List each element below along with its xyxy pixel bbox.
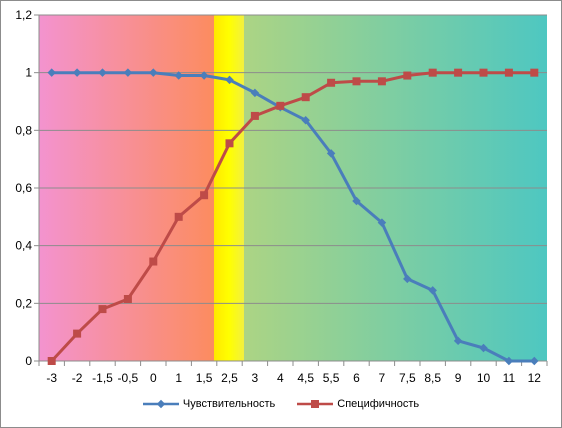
data-point-square	[403, 71, 412, 80]
series-group	[47, 68, 539, 366]
legend-label-sensitivity: Чувствительность	[182, 398, 276, 410]
data-point-square	[352, 77, 361, 86]
data-point-square	[123, 295, 132, 304]
x-tick-label: 8,5	[424, 371, 441, 385]
x-tick-label: 7	[379, 371, 386, 385]
data-point-diamond	[301, 115, 310, 125]
line-chart: 0 0,2 0,4 0,6 0,8 1 1,2 -3 -2 -1,5 -0,5 0 1 1,5 2,5 3 4…	[15, 8, 548, 385]
data-point-diamond	[504, 356, 514, 366]
series-line-0	[51, 71, 535, 363]
data-point-diamond	[199, 71, 209, 80]
legend-marker-diamond	[142, 399, 179, 409]
data-point-diamond	[149, 68, 158, 77]
axes	[38, 15, 548, 366]
x-tick-label: 4	[277, 371, 284, 385]
data-point-square	[428, 68, 437, 77]
x-tick-label: 11	[503, 371, 516, 385]
y-tick-label: 0	[25, 354, 32, 368]
data-point-diamond	[174, 71, 183, 80]
data-point-diamond	[250, 88, 260, 98]
legend-item-sensitivity: Чувствительность	[142, 398, 276, 410]
data-point-diamond	[530, 356, 539, 366]
data-point-diamond	[47, 68, 56, 77]
y-tick-label: 1,2	[15, 8, 32, 22]
data-point-square	[98, 305, 107, 314]
x-tick-labels: -3 -2 -1,5 -0,5 0 1 1,5 2,5 3 4 4,5 5,5 6 7 7,5 8,5 9 10 1…	[46, 371, 541, 385]
data-point-square	[250, 111, 259, 120]
data-point-diamond	[225, 75, 234, 85]
legend-label-specificity: Специфичность	[337, 398, 420, 410]
data-point-diamond	[377, 218, 387, 227]
data-point-diamond	[352, 196, 361, 206]
legend-item-specificity: Специфичность	[297, 398, 419, 410]
data-point-diamond	[72, 68, 82, 77]
data-point-diamond	[428, 286, 437, 295]
data-point-diamond	[326, 149, 336, 158]
y-tick-label: 1	[25, 66, 32, 80]
x-tick-label: 5,5	[323, 371, 340, 385]
x-tick-label: -1,5	[92, 371, 113, 385]
data-point-square	[301, 93, 310, 102]
y-tick-label: 0,8	[15, 123, 32, 137]
data-point-square	[225, 139, 234, 148]
data-point-square	[200, 191, 209, 200]
data-point-square	[530, 68, 539, 77]
legend-marker-square	[297, 400, 334, 408]
y-tick-label: 0,2	[15, 296, 32, 310]
data-point-square	[454, 68, 463, 77]
data-point-square	[377, 77, 386, 86]
y-tick-label: 0,4	[15, 239, 32, 253]
data-point-diamond	[98, 68, 107, 77]
data-point-square	[174, 212, 183, 221]
x-tick-label: 12	[528, 371, 542, 385]
data-point-diamond	[453, 336, 463, 346]
legend: Чувствительность Специфичность	[0, 398, 562, 410]
x-tick-label: 1	[175, 371, 182, 385]
x-tick-label: 6	[353, 371, 360, 385]
y-tick-labels: 0 0,2 0,4 0,6 0,8 1 1,2	[15, 8, 32, 368]
y-tick-label: 0,6	[15, 181, 32, 195]
data-point-diamond	[403, 274, 412, 284]
data-point-square	[327, 78, 336, 87]
data-point-square	[504, 68, 513, 77]
data-point-square	[73, 329, 82, 338]
x-tick-label: -0,5	[118, 371, 139, 385]
data-point-diamond	[479, 343, 488, 353]
x-tick-label: -2	[72, 371, 83, 385]
x-tick-label: 9	[455, 371, 462, 385]
x-tick-label: 4,5	[297, 371, 314, 385]
x-tick-label: 3	[252, 371, 259, 385]
data-point-square	[47, 357, 56, 365]
data-point-square	[276, 101, 285, 110]
x-tick-label: 1,5	[196, 371, 213, 385]
x-tick-label: 0	[150, 371, 157, 385]
x-tick-label: -3	[46, 371, 57, 385]
data-point-square	[149, 257, 158, 266]
data-point-diamond	[123, 68, 133, 77]
x-tick-label: 2,5	[221, 371, 238, 385]
series-line-1	[50, 71, 535, 363]
x-tick-label: 7,5	[399, 371, 416, 385]
data-point-square	[479, 68, 488, 77]
x-tick-label: 10	[477, 371, 491, 385]
